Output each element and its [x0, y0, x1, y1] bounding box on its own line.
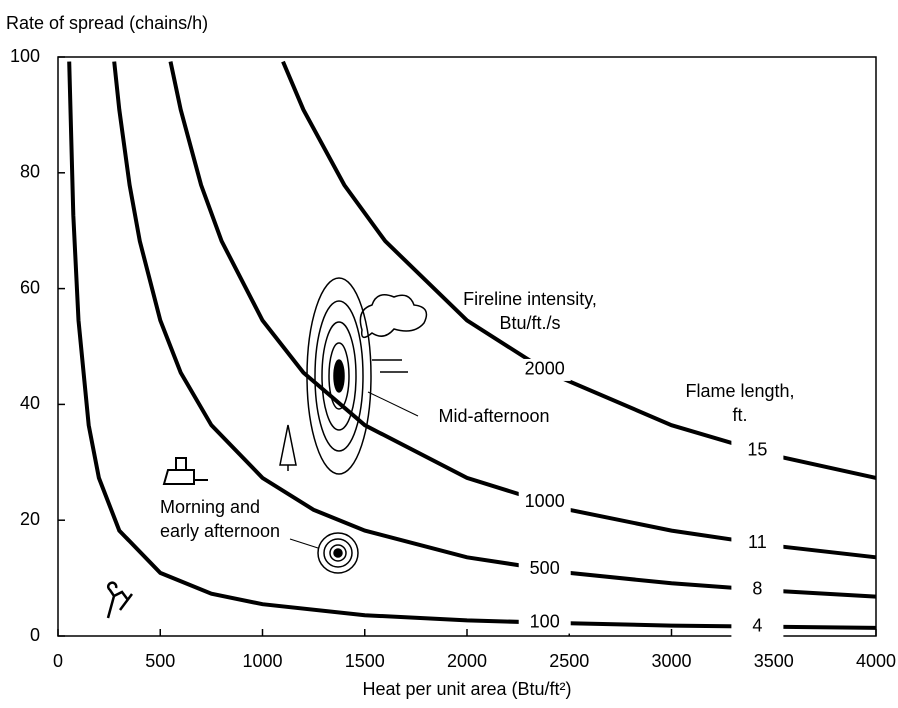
flame-length-label: 15 [747, 439, 767, 459]
annotation: Fireline intensity, [463, 289, 597, 309]
flame-length-label: 8 [752, 578, 762, 598]
x-axis-title: Heat per unit area (Btu/ft²) [362, 679, 571, 699]
tree-icon [280, 425, 296, 471]
y-tick-label: 100 [10, 46, 40, 66]
curve-label: 2000 [525, 359, 565, 379]
target-morning [318, 533, 358, 573]
x-tick-label: 0 [53, 651, 63, 671]
annotation: Btu/ft./s [499, 313, 560, 333]
y-tick-label: 40 [20, 393, 40, 413]
y-tick-label: 80 [20, 162, 40, 182]
leader-line [290, 539, 318, 548]
flame-length-label: 4 [752, 615, 762, 635]
flame-length-label: 11 [748, 532, 767, 552]
x-tick-label: 2000 [447, 651, 487, 671]
target-mid-afternoon [307, 278, 371, 474]
annotation: Flame length, [685, 381, 794, 401]
x-tick-label: 3500 [754, 651, 794, 671]
annotation: Morning and [160, 497, 260, 517]
x-tick-label: 3000 [651, 651, 691, 671]
curve-label: 100 [530, 611, 560, 631]
annotation: Mid-afternoon [438, 406, 549, 426]
leader-line [368, 392, 418, 416]
x-tick-label: 1500 [345, 651, 385, 671]
x-tick-label: 500 [145, 651, 175, 671]
y-tick-label: 0 [30, 625, 40, 645]
y-tick-label: 60 [20, 277, 40, 297]
y-tick-label: 20 [20, 509, 40, 529]
x-tick-label: 1000 [242, 651, 282, 671]
chart: Rate of spread (chains/h) Heat per unit … [0, 0, 898, 708]
x-tick-label: 4000 [856, 651, 896, 671]
curve-label: 1000 [525, 491, 565, 511]
dozer-icon [164, 458, 208, 484]
annotation: ft. [732, 405, 747, 425]
x-tick-label: 2500 [549, 651, 589, 671]
crew-icon [108, 583, 132, 618]
intensity-curve [283, 62, 876, 478]
annotation: early afternoon [160, 521, 280, 541]
intensity-curve [171, 62, 877, 558]
y-axis-title: Rate of spread (chains/h) [6, 13, 208, 33]
curve-label: 500 [530, 558, 560, 578]
